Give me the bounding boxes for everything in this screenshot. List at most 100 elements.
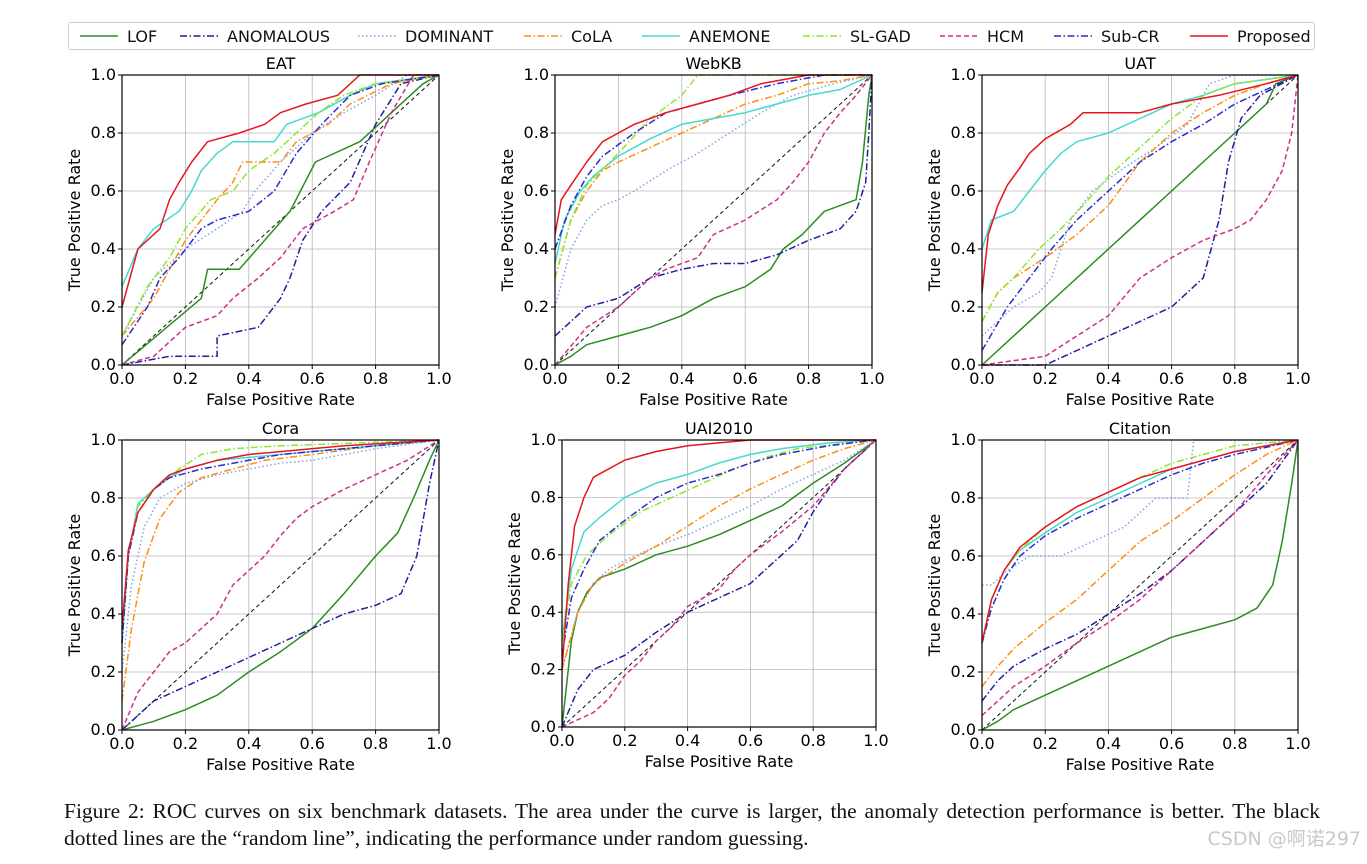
series-line-dominant — [554, 74, 873, 308]
series-line-dominant — [561, 439, 877, 670]
series-line-sl-gad — [561, 439, 877, 642]
x-tick-label: 0.8 — [363, 734, 388, 753]
random-line — [121, 74, 440, 366]
y-tick-label: 0.6 — [951, 546, 976, 565]
series-line-anomalous — [561, 439, 877, 728]
series-line-anemone — [121, 74, 440, 287]
x-tick-label: 1.0 — [426, 369, 451, 388]
x-axis-label: False Positive Rate — [1066, 755, 1215, 774]
y-axis-label: True Positive Rate — [65, 514, 84, 658]
legend-swatch — [940, 35, 978, 37]
series-line-hcm — [121, 74, 439, 366]
x-tick-label: 0.4 — [1096, 734, 1121, 753]
x-tick-label: 1.0 — [863, 731, 888, 750]
series-line-hcm — [981, 74, 1299, 366]
x-tick-label: 1.0 — [1285, 734, 1310, 753]
series-line-sl-gad — [981, 74, 1299, 322]
random-line — [554, 74, 873, 366]
legend-label: ANEMONE — [689, 26, 771, 46]
chart-title: Cora — [262, 419, 299, 438]
x-axis-label: False Positive Rate — [639, 390, 788, 409]
chart-title: UAT — [1124, 54, 1155, 73]
x-tick-label: 1.0 — [859, 369, 884, 388]
series-line-sub-cr — [561, 439, 877, 656]
x-tick-label: 0.4 — [669, 369, 694, 388]
y-tick-label: 0.0 — [524, 355, 549, 374]
legend-item-sl-gad: SL-GAD — [802, 23, 911, 49]
x-tick-label: 0.2 — [1032, 369, 1057, 388]
series-line-sub-cr — [981, 74, 1299, 351]
series-line-sl-gad — [121, 439, 440, 644]
x-tick-label: 0.0 — [969, 369, 994, 388]
plot-frame — [981, 439, 1299, 731]
legend-swatch — [1190, 35, 1228, 37]
y-tick-label: 0.4 — [524, 239, 549, 258]
series-line-cola — [561, 439, 877, 670]
series-line-lof — [561, 439, 877, 728]
y-tick-label: 0.2 — [524, 297, 549, 316]
x-tick-label: 0.2 — [612, 731, 637, 750]
y-tick-label: 0.0 — [91, 720, 116, 739]
series-line-anomalous — [121, 74, 440, 366]
chart-title: Citation — [1109, 419, 1171, 438]
x-tick-label: 0.2 — [173, 734, 198, 753]
y-tick-label: 0.2 — [951, 662, 976, 681]
series-line-lof — [121, 74, 440, 366]
y-tick-label: 0.8 — [91, 488, 116, 507]
x-tick-label: 1.0 — [426, 734, 451, 753]
y-tick-label: 0.0 — [91, 355, 116, 374]
y-tick-label: 0.8 — [91, 123, 116, 142]
x-tick-label: 0.0 — [969, 734, 994, 753]
x-tick-label: 0.8 — [1222, 369, 1247, 388]
legend-item-anomalous: ANOMALOUS — [179, 23, 330, 49]
series-line-hcm — [981, 439, 1299, 717]
plot-frame — [561, 439, 877, 728]
legend-item-hcm: HCM — [939, 23, 1024, 49]
x-tick-label: 0.8 — [800, 731, 825, 750]
y-tick-label: 1.0 — [531, 430, 556, 449]
x-tick-label: 0.6 — [1159, 734, 1184, 753]
roc-chart-grid: 0.0 0.2 0.4 0.6 0.8 1.0 0.0 0.2 0.4 0.6 0.8 1.0 EAT F… — [65, 54, 1311, 774]
y-tick-label: 0.4 — [951, 604, 976, 623]
legend-swatch — [80, 35, 118, 37]
x-tick-label: 0.2 — [1032, 734, 1057, 753]
series-line-hcm — [121, 439, 440, 731]
y-tick-label: 0.6 — [524, 181, 549, 200]
y-tick-label: 0.6 — [951, 181, 976, 200]
y-tick-label: 0.4 — [91, 604, 116, 623]
series-line-anomalous — [982, 74, 1299, 366]
legend-label: SL-GAD — [850, 26, 911, 46]
legend-label: ANOMALOUS — [227, 26, 331, 46]
series-line-anemone — [554, 74, 873, 264]
series-line-hcm — [554, 74, 873, 366]
series-line-sub-cr — [121, 74, 440, 346]
legend-label: Sub-CR — [1101, 26, 1160, 46]
legend-swatch — [524, 35, 562, 37]
y-tick-label: 0.8 — [524, 123, 549, 142]
x-axis-label: False Positive Rate — [206, 755, 355, 774]
x-axis-label: False Positive Rate — [1066, 390, 1215, 409]
y-tick-label: 0.6 — [91, 181, 116, 200]
series-line-sub-cr — [981, 439, 1299, 644]
series-line-sl-gad — [121, 74, 440, 337]
y-tick-label: 0.2 — [951, 297, 976, 316]
y-tick-label: 0.2 — [91, 297, 116, 316]
x-tick-label: 0.0 — [549, 731, 574, 750]
y-tick-label: 0.4 — [531, 602, 556, 621]
plot-frame — [554, 74, 873, 366]
series-line-lof — [554, 74, 873, 366]
series-line-cola — [121, 439, 440, 702]
series-line-proposed — [554, 74, 872, 235]
x-tick-label: 0.6 — [738, 731, 763, 750]
y-tick-label: 0.6 — [531, 545, 556, 564]
x-tick-label: 0.4 — [236, 734, 261, 753]
x-tick-label: 0.6 — [732, 369, 757, 388]
series-line-anemone — [121, 439, 440, 644]
x-tick-label: 0.8 — [796, 369, 821, 388]
legend-swatch — [180, 35, 218, 37]
plot-frame — [121, 439, 440, 731]
series-line-anemone — [981, 74, 1299, 250]
chart-title: UAI2010 — [685, 419, 753, 438]
y-axis-label: True Positive Rate — [65, 149, 84, 293]
legend-item-lof: LOF — [79, 23, 157, 49]
